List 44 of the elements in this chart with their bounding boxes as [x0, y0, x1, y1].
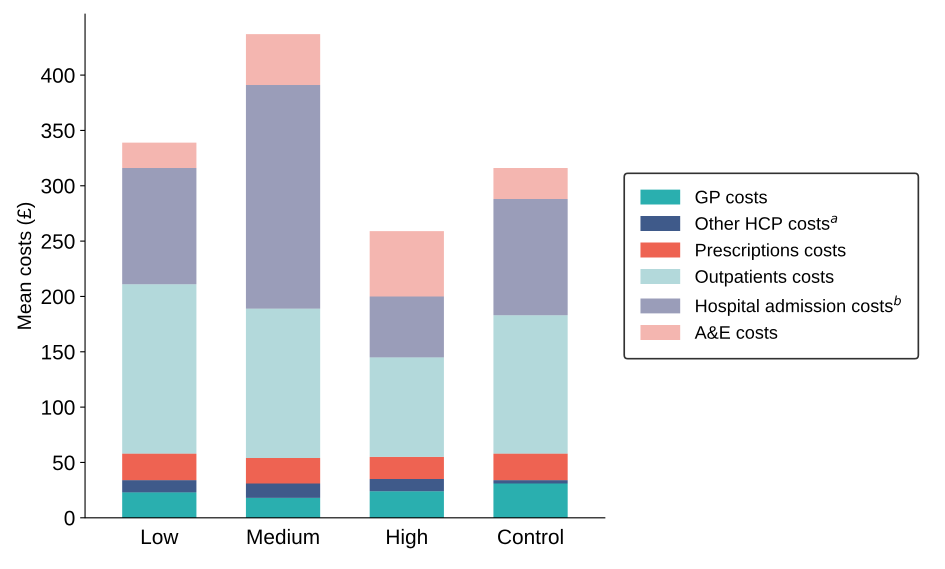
bar [370, 491, 444, 518]
legend-label: GP costs [696, 190, 767, 204]
x-tick-label: Control [498, 528, 563, 544]
x-tick-label: High [387, 528, 427, 548]
y-tick-label: 50 [52, 455, 75, 470]
bar [370, 296, 444, 358]
bar [122, 480, 196, 492]
y-tick-label: 300 [41, 178, 75, 194]
bar [246, 458, 320, 484]
legend-label: Outpatients costs [695, 270, 834, 287]
bar [246, 85, 320, 309]
x-tick-label: Low [142, 530, 178, 544]
y-tick-label: 100 [42, 400, 75, 415]
legend-label: Prescriptions costs [696, 243, 846, 260]
bar [122, 492, 196, 518]
legend-label: Other HCP costs$^{a}$ [695, 216, 838, 230]
bar [370, 456, 444, 480]
bar [493, 483, 568, 518]
bar [493, 480, 568, 484]
bar [493, 168, 568, 200]
y-axis-title: Mean costs (£) [16, 202, 36, 329]
bar [246, 483, 320, 498]
bar [493, 315, 568, 454]
bar [122, 284, 196, 454]
x-tick-label: Medium [248, 528, 319, 544]
bar [122, 168, 196, 284]
bar [246, 308, 320, 458]
bar [246, 34, 320, 86]
bar [370, 231, 444, 296]
y-tick-label: 0 [64, 510, 75, 526]
y-tick-label: 150 [42, 344, 75, 360]
y-tick-label: 250 [42, 234, 75, 249]
bar [370, 479, 444, 492]
bar [122, 142, 196, 168]
y-tick-label: 200 [42, 289, 75, 304]
bar [493, 454, 568, 480]
bar [493, 199, 568, 316]
bar [370, 357, 444, 457]
bar [246, 498, 320, 518]
y-tick-label: 400 [41, 68, 75, 83]
legend-label: A&E costs [694, 326, 778, 339]
bar [122, 454, 196, 480]
y-tick-label: 350 [41, 123, 75, 138]
legend-label: Hospital admission costs$^{b}$ [696, 296, 901, 316]
